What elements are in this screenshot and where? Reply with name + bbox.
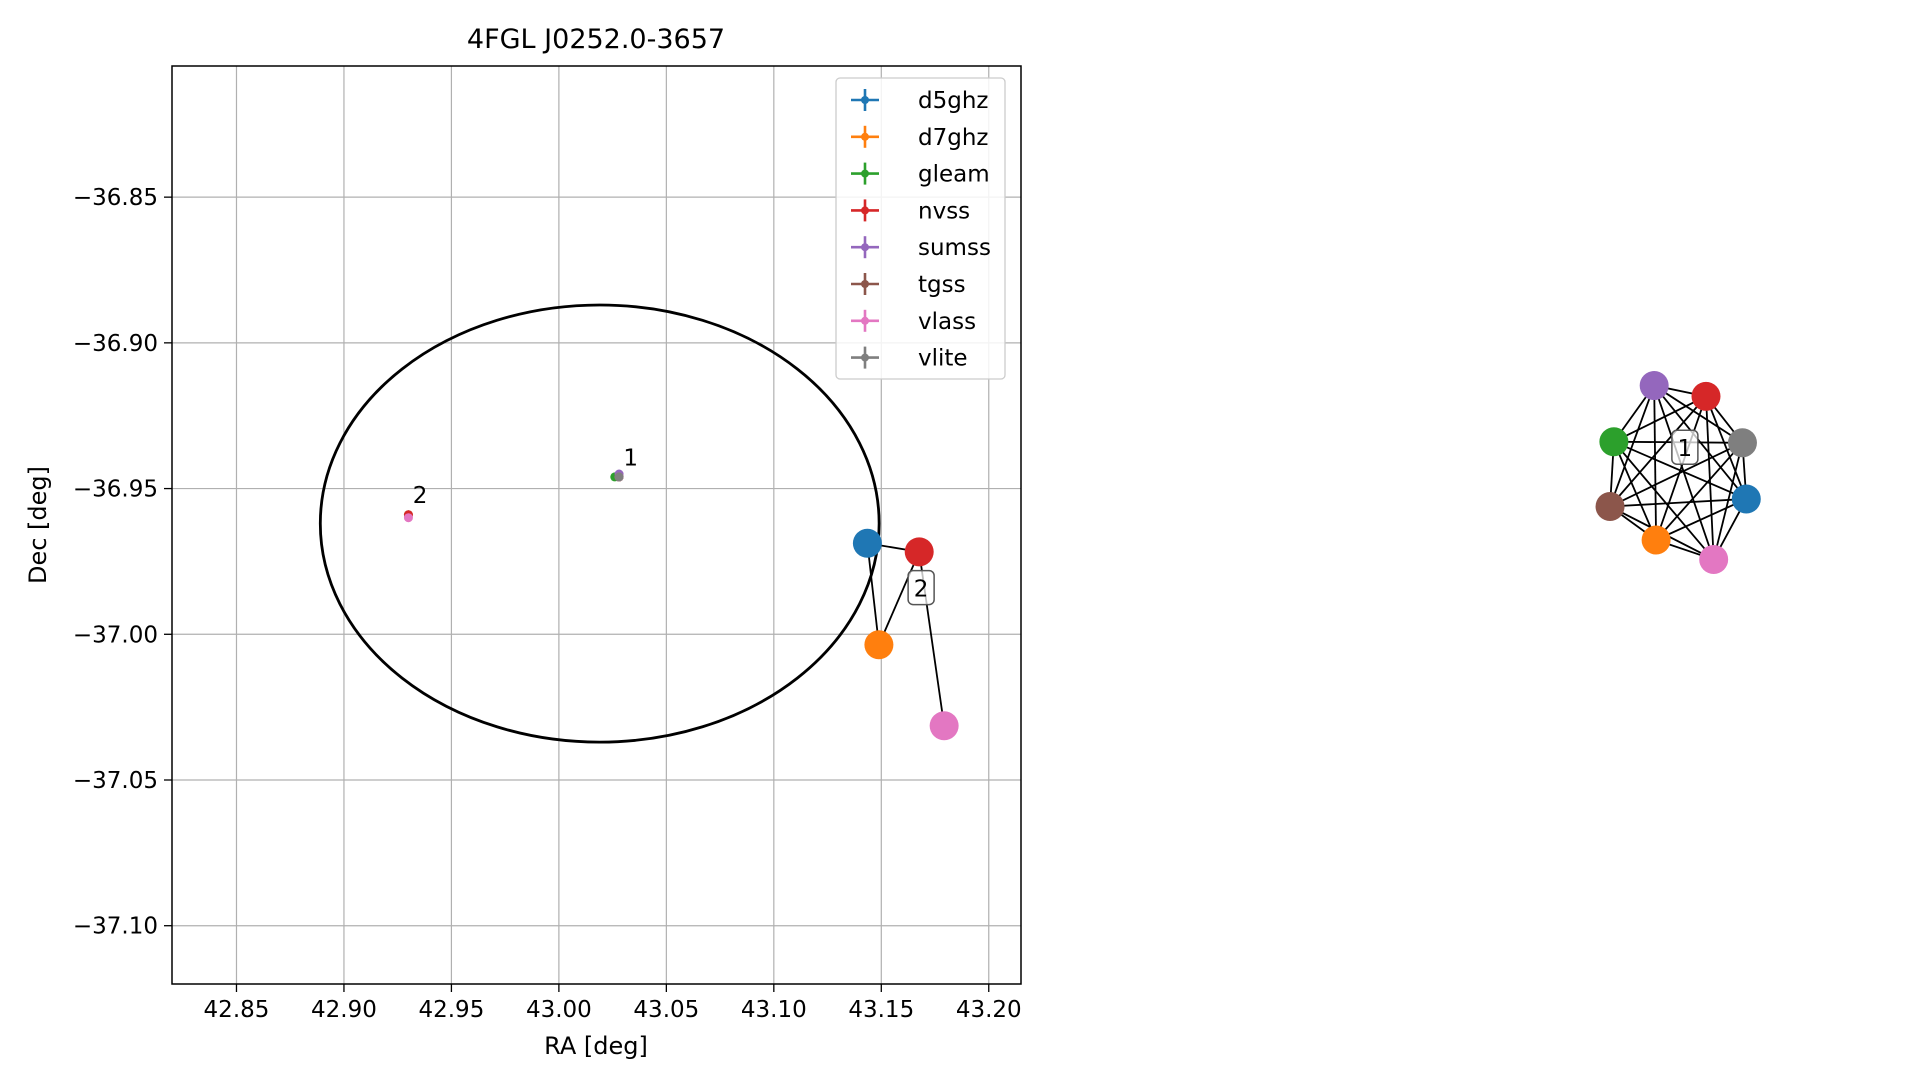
network-edge — [1609, 395, 1707, 508]
legend-label: tgss — [918, 272, 966, 298]
y-tick-label: −36.95 — [73, 477, 158, 503]
x-tick-label: 43.15 — [848, 997, 914, 1023]
network-edge — [1655, 396, 1707, 541]
cluster-label: 2 — [914, 577, 929, 603]
network-cluster-labels: 21 — [907, 429, 1699, 606]
y-tick-label: −36.90 — [73, 331, 158, 357]
network-node-gleam — [1599, 427, 1629, 457]
legend-label: d7ghz — [918, 125, 988, 151]
legend-frame — [835, 77, 1006, 380]
network-node-nvss — [1691, 381, 1721, 411]
network-node-nvss — [904, 537, 934, 567]
legend-marker-dot — [861, 206, 869, 215]
legend-marker-dot — [861, 132, 869, 141]
sky-position-chart: 12 42.85 42.90 42.95 43.00 43.05 43.10 43.15 43… — [24, 24, 1022, 1060]
x-tick-label: 42.85 — [204, 997, 270, 1023]
network-edge — [1655, 442, 1744, 541]
uncertainty-ellipse — [318, 303, 881, 744]
legend-marker-dot — [861, 353, 869, 362]
y-tick-label: −37.05 — [73, 768, 158, 794]
y-tick-label: −37.00 — [73, 622, 158, 648]
legend-marker-dot — [861, 280, 869, 288]
point-vlass — [403, 513, 413, 523]
y-tick-label: −36.85 — [73, 185, 158, 211]
network-edge — [1609, 498, 1747, 508]
legend-label: nvss — [918, 198, 970, 224]
legend-item-gleam: gleam — [851, 162, 990, 188]
x-tick-label: 42.90 — [311, 997, 377, 1023]
plot-frame — [171, 65, 1022, 985]
network-edge — [1653, 385, 1657, 541]
network-node-d5ghz — [1731, 484, 1761, 514]
network-node-d7ghz — [1641, 525, 1671, 555]
network-edge — [1712, 442, 1744, 560]
legend-marker-dot — [861, 96, 869, 104]
network-node-sumss — [1639, 371, 1669, 401]
legend-item-tgss: tgss — [851, 272, 966, 298]
legend-marker-dot — [861, 316, 869, 325]
network-edge — [1613, 395, 1707, 443]
x-axis-ticks: 42.85 42.90 42.95 43.00 43.05 43.10 43.15 43.20 — [204, 984, 1022, 1023]
network-edge — [1613, 440, 1747, 500]
network-edge — [1613, 441, 1715, 561]
legend-label: vlass — [918, 309, 976, 335]
y-axis-ticks: −36.85 −36.90 −36.95 −37.00 −37.05 −37.10 — [73, 185, 172, 940]
legend-label: gleam — [918, 162, 990, 188]
network-node-tgss — [1595, 492, 1625, 522]
x-tick-label: 43.20 — [956, 997, 1022, 1023]
cluster-label-box — [907, 569, 935, 606]
network-node-vlass — [1699, 544, 1729, 574]
grid — [172, 66, 1021, 984]
network-edge — [1609, 441, 1743, 508]
legend-item-d7ghz: d7ghz — [851, 125, 988, 151]
cluster-label: 1 — [1678, 436, 1693, 462]
network-nodes — [852, 371, 1761, 741]
annotation-label: 1 — [623, 445, 638, 471]
x-axis-label: RA [deg] — [544, 1032, 648, 1060]
legend-label: vlite — [918, 346, 968, 372]
network-edge — [1705, 396, 1715, 560]
legend-item-nvss: nvss — [851, 198, 970, 224]
network-node-d7ghz — [864, 630, 894, 660]
y-axis-label: Dec [deg] — [24, 466, 52, 584]
cluster-label-box — [1671, 429, 1699, 465]
network-edge — [866, 543, 880, 645]
y-tick-label: −37.10 — [73, 914, 158, 940]
x-tick-label: 43.00 — [526, 997, 592, 1023]
legend: d5ghz d7ghz gleam nvss sumss tgss vlass vlite — [835, 77, 1006, 380]
x-tick-label: 43.05 — [633, 997, 699, 1023]
network-node-vlass — [929, 711, 959, 741]
point-annotations: 12 — [413, 445, 638, 509]
cluster-network: 21 — [852, 371, 1761, 741]
network-edge — [1655, 498, 1747, 541]
network-node-vlite — [1727, 428, 1757, 458]
legend-marker-dot — [861, 243, 869, 252]
network-edge — [1613, 441, 1657, 541]
legend-item-vlite: vlite — [851, 346, 968, 372]
point-vlite — [614, 472, 624, 482]
legend-item-sumss: sumss — [851, 235, 991, 261]
network-edge — [1705, 396, 1748, 500]
legend-item-d5ghz: d5ghz — [851, 88, 988, 114]
legend-marker-dot — [861, 169, 869, 178]
x-tick-label: 43.10 — [741, 997, 807, 1023]
network-node-d5ghz — [852, 528, 882, 558]
data-points-layer — [403, 469, 624, 523]
chart-title: 4FGL J0252.0-3657 — [467, 24, 725, 55]
network-edge — [878, 551, 921, 646]
network-edge — [1653, 384, 1743, 444]
x-tick-label: 42.95 — [418, 997, 484, 1023]
annotation-label: 2 — [413, 483, 428, 509]
legend-label: d5ghz — [918, 88, 988, 114]
network-edge — [1609, 385, 1656, 507]
uncertainty-ellipse-layer — [318, 303, 881, 744]
legend-label: sumss — [918, 235, 991, 261]
legend-item-vlass: vlass — [851, 309, 976, 335]
